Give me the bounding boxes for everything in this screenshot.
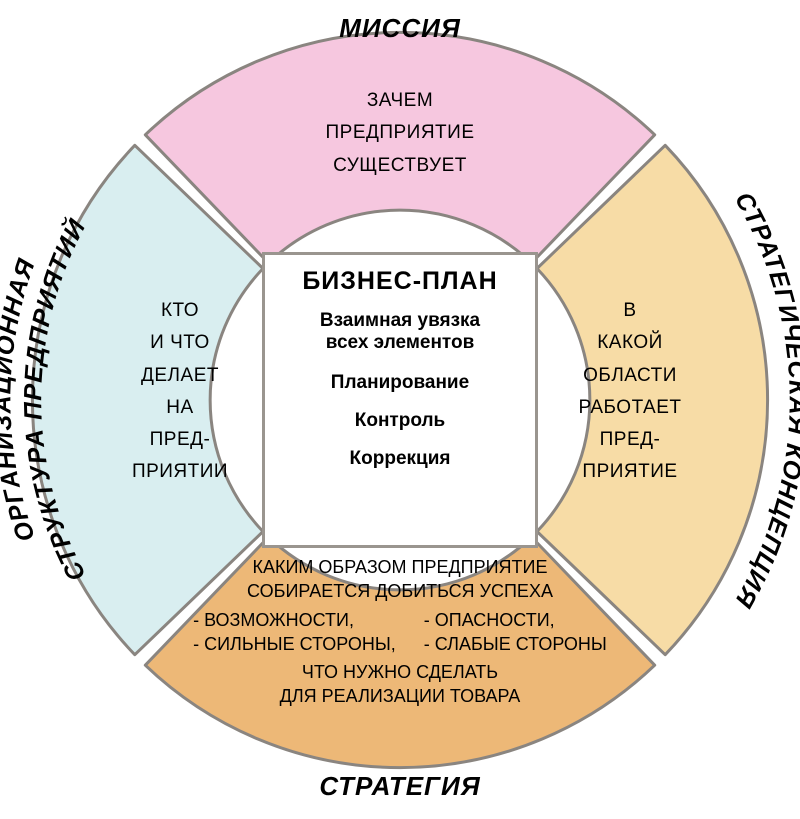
segment-top-title: МИССИЯ (0, 12, 800, 45)
left-body-line: КТО (95, 295, 265, 327)
diagram-stage: ОРГАНИЗАЦИОННАЯ СТРУКТУРА ПРЕДПРИЯТИЙ СТ… (0, 0, 800, 819)
center-sub-line: Взаимная увязка (273, 310, 527, 332)
bottom-outro-line: ДЛЯ РЕАЛИЗАЦИИ ТОВАРА (160, 684, 640, 708)
right-body-line: ОБЛАСТИ (545, 360, 715, 392)
segment-left-body: КТО И ЧТО ДЕЛАЕТ НА ПРЕД- ПРИЯТИИ (95, 295, 265, 489)
right-body-line: КАКОЙ (545, 327, 715, 359)
left-body-line: ПРИЯТИИ (95, 456, 265, 488)
top-body-line: ЗАЧЕМ (250, 85, 550, 117)
swot-item: - ВОЗМОЖНОСТИ, (193, 608, 396, 632)
bottom-intro-line: КАКИМ ОБРАЗОМ ПРЕДПРИЯТИЕ (160, 555, 640, 579)
right-body-line: ПРИЯТИЕ (545, 456, 715, 488)
top-body-line: ПРЕДПРИЯТИЕ (250, 117, 550, 149)
right-body-line: ПРЕД- (545, 424, 715, 456)
left-body-line: ПРЕД- (95, 424, 265, 456)
center-item: Коррекция (273, 448, 527, 470)
center-sub-line: всех элементов (273, 332, 527, 354)
swot-item: - ОПАСНОСТИ, (424, 608, 607, 632)
segment-top-body: ЗАЧЕМ ПРЕДПРИЯТИЕ СУЩЕСТВУЕТ (250, 85, 550, 182)
right-body-line: РАБОТАЕТ (545, 392, 715, 424)
top-body-line: СУЩЕСТВУЕТ (250, 150, 550, 182)
right-body-line: В (545, 295, 715, 327)
swot-item: - СИЛЬНЫЕ СТОРОНЫ, (193, 632, 396, 656)
bottom-outro-line: ЧТО НУЖНО СДЕЛАТЬ (160, 660, 640, 684)
center-item: Планирование (273, 372, 527, 394)
left-body-line: ДЕЛАЕТ (95, 360, 265, 392)
segment-bottom-title: СТРАТЕГИЯ (0, 770, 800, 803)
center-item: Контроль (273, 410, 527, 432)
left-body-line: НА (95, 392, 265, 424)
center-subtitle: Взаимная увязка всех элементов (273, 310, 527, 354)
segment-right-body: В КАКОЙ ОБЛАСТИ РАБОТАЕТ ПРЕД- ПРИЯТИЕ (545, 295, 715, 489)
center-box: БИЗНЕС-ПЛАН Взаимная увязка всех элемент… (262, 252, 538, 548)
segment-bottom-body: КАКИМ ОБРАЗОМ ПРЕДПРИЯТИЕ СОБИРАЕТСЯ ДОБ… (160, 555, 640, 709)
bottom-intro-line: СОБИРАЕТСЯ ДОБИТЬСЯ УСПЕХА (160, 579, 640, 603)
left-body-line: И ЧТО (95, 327, 265, 359)
center-title: БИЗНЕС-ПЛАН (273, 267, 527, 296)
swot-item: - СЛАБЫЕ СТОРОНЫ (424, 632, 607, 656)
